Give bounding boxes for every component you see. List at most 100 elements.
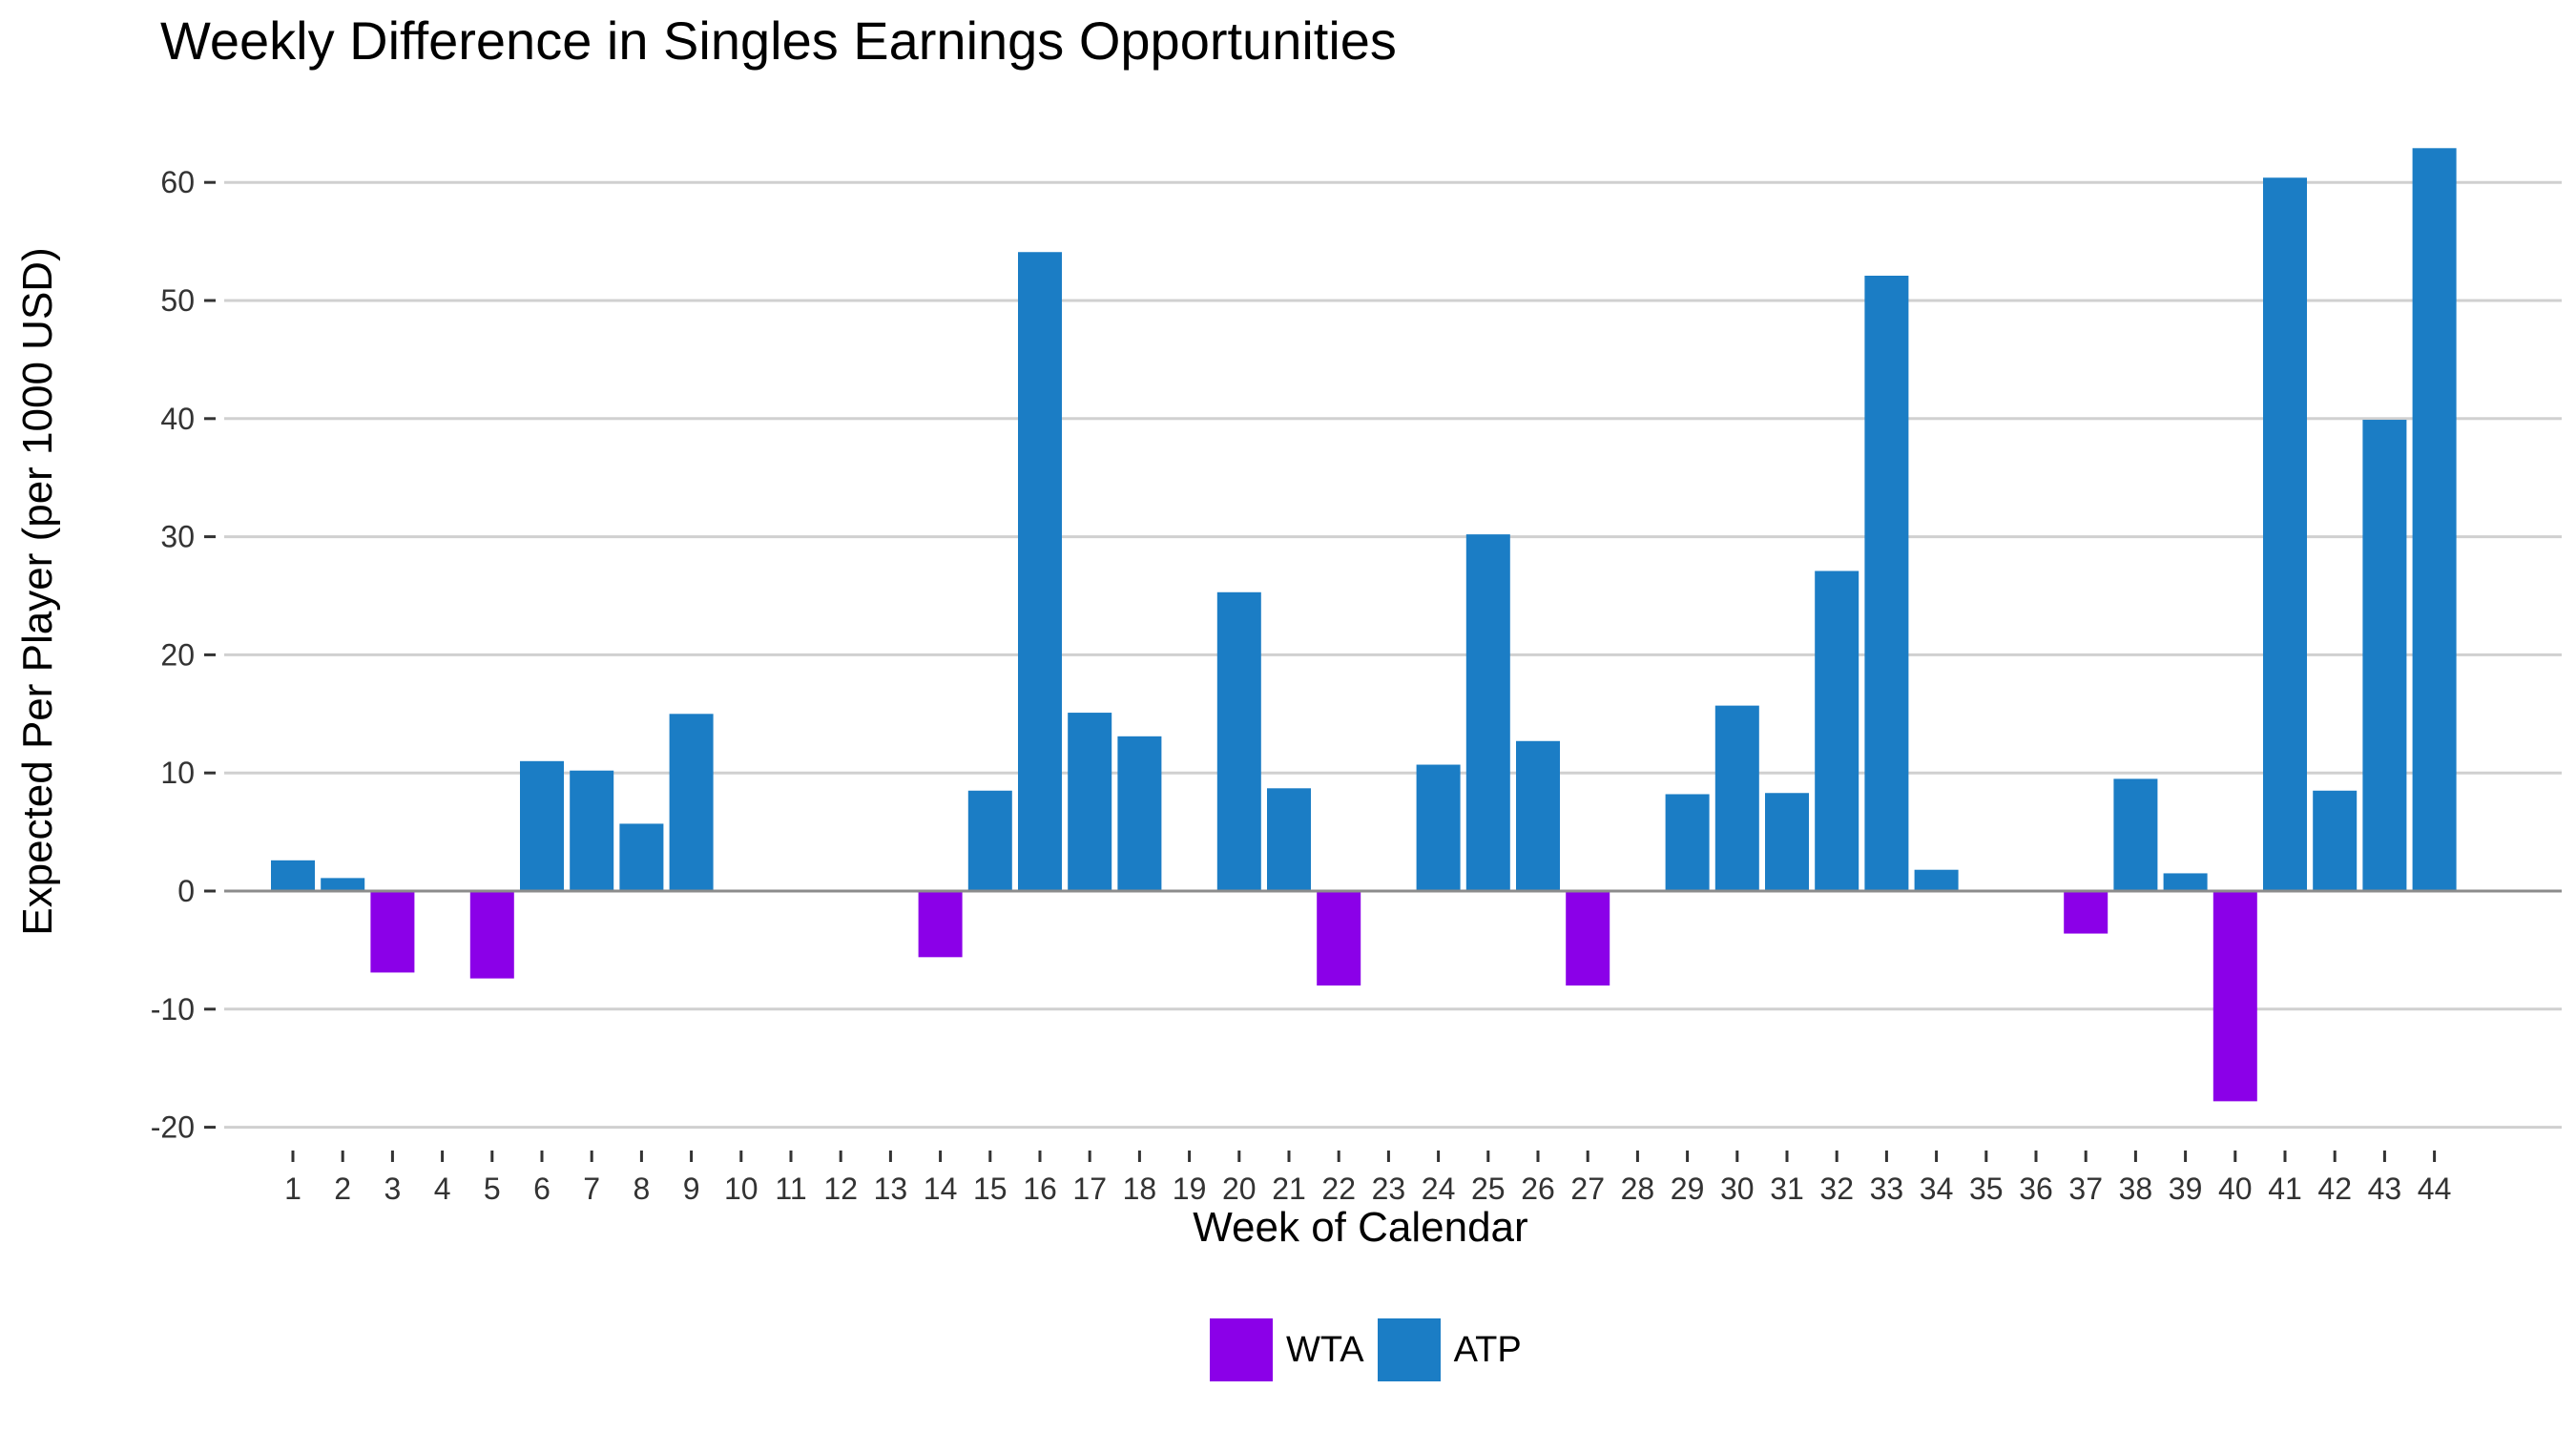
x-tick-label: 41 xyxy=(2268,1172,2302,1206)
bar-week-38 xyxy=(2113,778,2158,891)
x-tick-label: 43 xyxy=(2368,1172,2402,1206)
y-tick-label: -20 xyxy=(151,1110,195,1145)
x-tick-label: 35 xyxy=(1969,1172,2004,1206)
x-tick-label: 44 xyxy=(2418,1172,2452,1206)
bar-week-34 xyxy=(1914,869,1959,891)
x-tick-label: 2 xyxy=(334,1172,351,1206)
y-tick-label: 0 xyxy=(177,874,195,908)
x-tick-label: 15 xyxy=(973,1172,1008,1206)
y-tick-label: 10 xyxy=(160,756,195,790)
bar-week-16 xyxy=(1018,252,1062,891)
x-tick-label: 29 xyxy=(1671,1172,1705,1206)
bar-week-22 xyxy=(1317,891,1361,986)
bar-week-33 xyxy=(1864,276,1909,891)
x-tick-label: 14 xyxy=(924,1172,958,1206)
bar-week-7 xyxy=(570,770,614,891)
bar-week-42 xyxy=(2313,790,2358,891)
bar-week-41 xyxy=(2263,177,2307,892)
bar-week-26 xyxy=(1516,740,1560,891)
bar-week-9 xyxy=(669,714,714,891)
bar-week-17 xyxy=(1068,713,1112,891)
x-tick-label: 24 xyxy=(1422,1172,1456,1206)
bar-week-6 xyxy=(520,760,564,891)
bar-week-18 xyxy=(1117,736,1162,891)
x-tick-label: 6 xyxy=(533,1172,551,1206)
x-tick-label: 36 xyxy=(2019,1172,2053,1206)
bars xyxy=(271,148,2457,1102)
bar-week-43 xyxy=(2362,420,2407,891)
legend-item-wta: WTA xyxy=(1210,1318,1364,1381)
x-tick-label: 33 xyxy=(1870,1172,1904,1206)
x-tick-label: 22 xyxy=(1321,1172,1356,1206)
bar-week-20 xyxy=(1216,591,1261,891)
y-axis-label: Expected Per Player (per 1000 USD) xyxy=(14,247,61,936)
bar-week-40 xyxy=(2212,891,2257,1102)
bar-week-27 xyxy=(1566,891,1610,986)
x-tick-label: 13 xyxy=(874,1172,908,1206)
x-tick-label: 17 xyxy=(1072,1172,1107,1206)
x-tick-label: 8 xyxy=(634,1172,651,1206)
legend: WTA ATP xyxy=(1210,1318,1535,1381)
x-tick-label: 39 xyxy=(2169,1172,2203,1206)
legend-swatch-atp xyxy=(1377,1318,1441,1381)
x-tick-label: 18 xyxy=(1123,1172,1157,1206)
x-tick-label: 34 xyxy=(1920,1172,1954,1206)
bar-week-3 xyxy=(370,891,415,973)
x-tick-label: 42 xyxy=(2317,1172,2352,1206)
bar-week-5 xyxy=(469,891,514,979)
bar-week-31 xyxy=(1765,793,1809,891)
bar-week-1 xyxy=(271,860,315,891)
x-tick-label: 5 xyxy=(484,1172,501,1206)
bar-week-21 xyxy=(1267,788,1311,891)
legend-swatch-wta xyxy=(1210,1318,1273,1381)
x-tick-label: 16 xyxy=(1023,1172,1057,1206)
y-tick-label: 60 xyxy=(160,165,195,199)
x-tick-label: 23 xyxy=(1372,1172,1406,1206)
x-tick-label: 26 xyxy=(1521,1172,1555,1206)
legend-item-atp: ATP xyxy=(1377,1318,1522,1381)
x-tick-label: 3 xyxy=(384,1172,402,1206)
x-tick-label: 30 xyxy=(1720,1172,1755,1206)
x-tick-label: 20 xyxy=(1222,1172,1257,1206)
bar-week-14 xyxy=(918,891,963,958)
bar-week-37 xyxy=(2064,891,2109,934)
x-tick-label: 4 xyxy=(434,1172,451,1206)
bar-week-29 xyxy=(1665,794,1710,891)
x-tick-label: 37 xyxy=(2068,1172,2103,1206)
x-tick-label: 40 xyxy=(2218,1172,2253,1206)
x-tick-label: 1 xyxy=(284,1172,301,1206)
x-tick-label: 11 xyxy=(775,1172,806,1206)
x-tick-label: 38 xyxy=(2119,1172,2153,1206)
y-axis-ticks: -20 -10 0 10 20 30 40 50 60 xyxy=(151,165,216,1145)
chart-title: Weekly Difference in Singles Earnings Op… xyxy=(160,10,1397,71)
bar-week-24 xyxy=(1416,764,1461,891)
bar-week-2 xyxy=(321,878,365,891)
x-tick-label: 27 xyxy=(1570,1172,1605,1206)
x-tick-label: 9 xyxy=(683,1172,700,1206)
bar-week-8 xyxy=(619,823,664,891)
y-tick-label: 50 xyxy=(160,283,195,318)
legend-label-wta: WTA xyxy=(1286,1329,1364,1370)
bar-week-15 xyxy=(967,790,1012,891)
gridlines xyxy=(224,180,2562,1130)
y-tick-label: -10 xyxy=(151,992,195,1027)
bar-week-39 xyxy=(2163,873,2208,891)
x-tick-label: 28 xyxy=(1621,1172,1655,1206)
x-axis-ticks: 1 2 3 4 5 6 7 8 9 10 11 12 13 14 15 16 17 18 19 20 21 22 23 24 2… xyxy=(284,1151,2451,1206)
x-axis-label: Week of Calendar xyxy=(1193,1204,1528,1251)
x-tick-label: 25 xyxy=(1471,1172,1506,1206)
x-tick-label: 31 xyxy=(1770,1172,1804,1206)
bar-week-32 xyxy=(1815,570,1859,891)
y-tick-label: 20 xyxy=(160,637,195,672)
x-tick-label: 21 xyxy=(1272,1172,1306,1206)
x-tick-label: 10 xyxy=(724,1172,758,1206)
bar-week-25 xyxy=(1465,534,1510,891)
y-tick-label: 40 xyxy=(160,402,195,436)
y-tick-label: 30 xyxy=(160,520,195,554)
bar-week-44 xyxy=(2412,148,2457,892)
x-tick-label: 32 xyxy=(1819,1172,1854,1206)
x-tick-label: 7 xyxy=(583,1172,600,1206)
x-tick-label: 19 xyxy=(1173,1172,1207,1206)
legend-label-atp: ATP xyxy=(1453,1329,1522,1370)
